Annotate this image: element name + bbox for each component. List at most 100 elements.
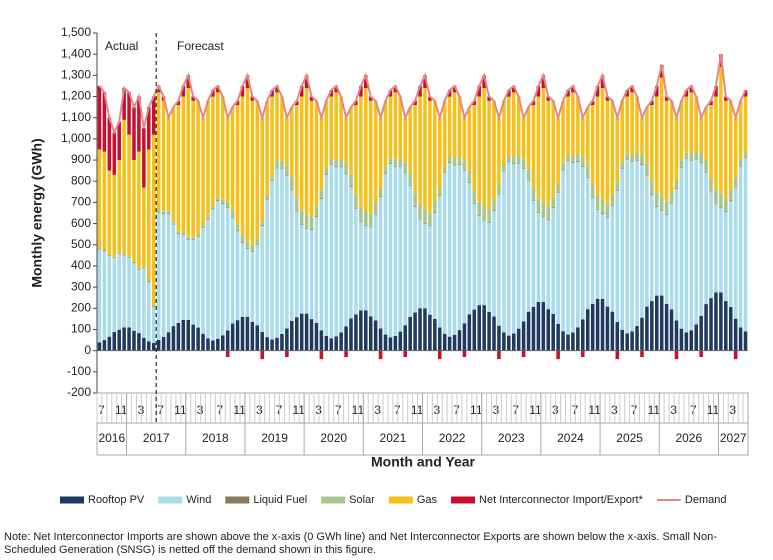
bar-segment — [650, 105, 654, 182]
bar-segment — [600, 214, 605, 299]
bar-segment — [181, 232, 186, 235]
bar-segment — [433, 318, 437, 351]
bar-segment — [122, 119, 126, 255]
bar-segment — [368, 96, 373, 101]
bar-segment — [724, 198, 728, 212]
bar-segment — [364, 211, 368, 226]
bar-segment — [354, 208, 358, 315]
bar-segment — [359, 207, 363, 221]
bar-segment — [211, 206, 215, 209]
bar-segment — [699, 163, 703, 316]
bar-segment — [349, 187, 353, 319]
bar-segment — [477, 85, 481, 97]
y-tick-label: 1,100 — [61, 110, 91, 124]
bar-segment — [447, 162, 452, 164]
bar-segment — [531, 200, 536, 201]
bar-segment — [467, 170, 472, 183]
bar-segment — [472, 309, 477, 351]
bar-segment — [201, 227, 205, 334]
bar-segment — [645, 163, 649, 175]
bar-segment — [280, 96, 284, 161]
bar-segment — [373, 213, 378, 215]
bar-segment — [728, 201, 733, 308]
bar-segment — [225, 202, 230, 207]
bar-segment — [511, 164, 516, 334]
bar-segment — [211, 209, 215, 341]
bar-segment — [541, 216, 546, 218]
bar-segment — [694, 96, 698, 152]
bar-segment — [615, 350, 620, 360]
bar-segment — [102, 340, 107, 351]
bar-segment — [576, 96, 580, 155]
bar-segment — [502, 171, 506, 333]
bar-segment — [433, 212, 437, 213]
bar-segment — [541, 88, 546, 203]
bar-segment — [497, 350, 501, 360]
bar-segment — [502, 164, 506, 171]
bar-segment — [364, 225, 368, 226]
bar-segment — [132, 107, 136, 161]
bar-segment — [299, 96, 304, 211]
bar-segment — [383, 172, 388, 174]
bar-segment — [556, 117, 560, 184]
bar-segment — [206, 219, 210, 339]
bar-segment — [280, 333, 284, 351]
bar-segment — [196, 100, 200, 234]
bar-segment — [299, 85, 304, 97]
bar-segment — [403, 172, 408, 326]
bar-segment — [516, 162, 521, 164]
bar-segment — [132, 160, 136, 262]
bar-segment — [645, 306, 649, 351]
bar-segment — [516, 328, 521, 351]
bar-segment — [521, 168, 526, 169]
bar-segment — [714, 292, 718, 351]
bar-segment — [368, 316, 373, 351]
bar-segment — [551, 100, 555, 197]
bar-segment — [127, 257, 131, 328]
bar-segment — [511, 333, 516, 351]
bar-segment — [437, 195, 442, 197]
bar-segment — [581, 117, 585, 157]
bar-segment — [290, 321, 294, 351]
bar-segment — [640, 117, 644, 155]
legend-label: Net Interconnector Import/Export* — [479, 494, 644, 506]
bar-segment — [122, 255, 126, 328]
bar-segment — [359, 310, 363, 351]
bar-segment — [684, 90, 689, 97]
bar-segment — [260, 226, 264, 333]
bar-segment — [605, 100, 610, 205]
y-tick-label: 700 — [71, 195, 91, 209]
bar-segment — [299, 224, 304, 314]
bar-segment — [107, 117, 112, 171]
bar-segment — [669, 192, 674, 203]
bar-segment — [196, 327, 200, 351]
bar-segment — [142, 267, 146, 268]
bar-segment — [265, 100, 269, 196]
bar-segment — [516, 163, 521, 329]
bar-segment — [645, 174, 649, 176]
bar-segment — [531, 187, 536, 201]
bar-segment — [497, 325, 501, 351]
bar-segment — [719, 207, 723, 208]
bar-segment — [620, 329, 625, 351]
bar-segment — [526, 179, 531, 181]
bar-segment — [191, 239, 195, 240]
bar-segment — [526, 168, 531, 180]
bar-segment — [299, 313, 304, 351]
bar-segment — [354, 105, 358, 196]
bar-segment — [117, 160, 121, 253]
bar-segment — [743, 157, 748, 332]
bar-segment — [511, 163, 516, 165]
bar-segment — [171, 221, 176, 224]
bar-segment — [492, 210, 496, 211]
demand-line — [98, 54, 747, 136]
bar-segment — [255, 325, 260, 351]
bar-segment — [294, 105, 299, 198]
bar-segment — [230, 211, 235, 218]
bar-segment — [137, 269, 141, 334]
bar-segment — [630, 331, 634, 351]
bar-segment — [349, 318, 353, 351]
bar-segment — [354, 195, 358, 208]
bar-segment — [250, 321, 255, 351]
bar-segment — [171, 224, 176, 327]
